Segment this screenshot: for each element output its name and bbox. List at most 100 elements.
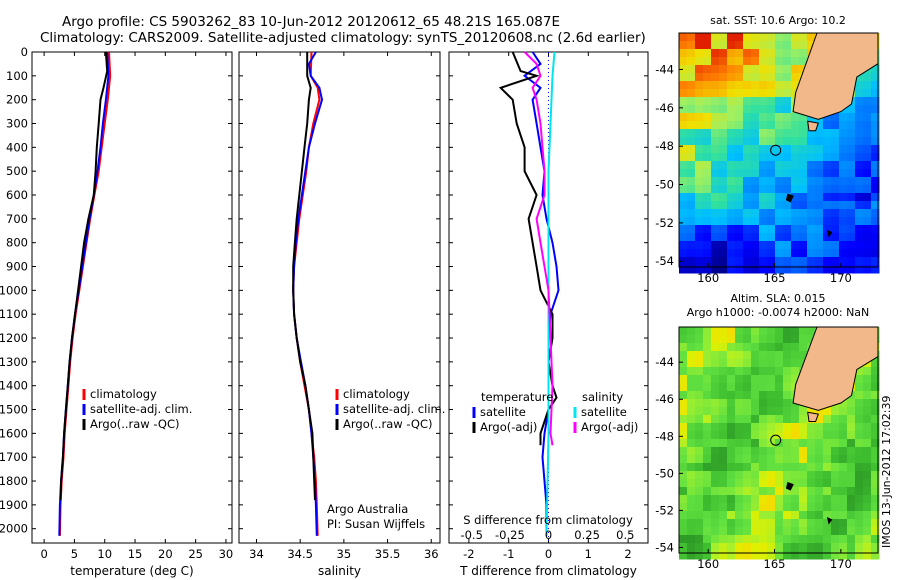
field-cell [695,97,704,106]
depth-tick-label: 1700 [0,450,28,464]
field-cell [711,89,720,98]
field-cell [823,145,832,154]
field-cell [855,241,864,250]
field-cell [727,479,736,488]
field-cell [847,551,856,560]
field-cell [855,153,864,162]
field-cell [743,375,752,384]
field-cell [815,225,824,234]
field-cell [695,511,704,520]
field-cell [711,97,720,106]
field-cell [871,543,880,552]
field-cell [863,439,872,448]
field-cell [855,439,864,448]
field-cell [727,201,736,210]
field-cell [863,121,872,130]
field-cell [759,359,768,368]
field-cell [823,257,832,266]
field-cell [783,351,792,360]
field-cell [759,209,768,218]
field-cell [823,455,832,464]
field-cell [823,527,832,536]
field-cell [735,193,744,202]
field-cell [831,463,840,472]
field-cell [783,375,792,384]
field-cell [751,447,760,456]
field-cell [719,471,728,480]
field-cell [751,169,760,178]
field-cell [823,169,832,178]
field-cell [807,129,816,138]
field-cell [751,145,760,154]
field-cell [775,33,784,42]
field-cell [727,399,736,408]
x-tick-label: 0 [40,547,47,561]
field-cell [839,225,848,234]
field-cell [847,399,856,408]
field-cell [743,527,752,536]
field-cell [719,121,728,130]
field-cell [735,121,744,130]
field-cell [727,81,736,90]
field-cell [871,487,880,496]
field-cell [791,249,800,258]
map-ytick-label: -46 [655,101,674,115]
field-cell [847,439,856,448]
field-cell [727,169,736,178]
field-cell [855,423,864,432]
field-cell [823,249,832,258]
field-cell [847,129,856,138]
field-cell [775,49,784,58]
field-cell [687,439,696,448]
field-cell [687,487,696,496]
field-cell [871,73,880,82]
field-cell [759,455,768,464]
field-cell [743,471,752,480]
field-cell [735,447,744,456]
depth-tick-label: 600 [6,188,28,202]
field-cell [871,503,880,512]
field-cell [679,383,688,392]
field-cell [823,487,832,496]
field-cell [863,431,872,440]
field-cell [719,169,728,178]
field-cell [695,527,704,536]
field-cell [679,407,688,416]
field-cell [735,177,744,186]
field-cell [711,511,720,520]
field-cell [807,487,816,496]
field-cell [751,241,760,250]
field-cell [863,551,872,560]
field-cell [783,145,792,154]
field-cell [791,41,800,50]
field-cell [695,391,704,400]
field-cell [735,209,744,218]
figure-title-line2: Climatology: CARS2009. Satellite-adjuste… [40,30,646,46]
field-cell [783,89,792,98]
field-cell [711,439,720,448]
field-cell [767,57,776,66]
field-cell [735,97,744,106]
field-cell [855,89,864,98]
field-cell [831,169,840,178]
field-cell [783,463,792,472]
field-cell [687,217,696,226]
field-cell [679,201,688,210]
field-cell [807,217,816,226]
field-cell [775,65,784,74]
field-cell [839,455,848,464]
field-cell [831,161,840,170]
field-cell [711,327,720,336]
field-cell [791,335,800,344]
field-cell [863,257,872,266]
field-cell [783,73,792,82]
field-cell [783,169,792,178]
field-cell [759,511,768,520]
field-cell [759,367,768,376]
field-cell [815,209,824,218]
field-cell [711,185,720,194]
field-cell [695,423,704,432]
legend-label: satellite-adj. clim. [343,402,445,416]
field-cell [727,225,736,234]
field-cell [791,233,800,242]
